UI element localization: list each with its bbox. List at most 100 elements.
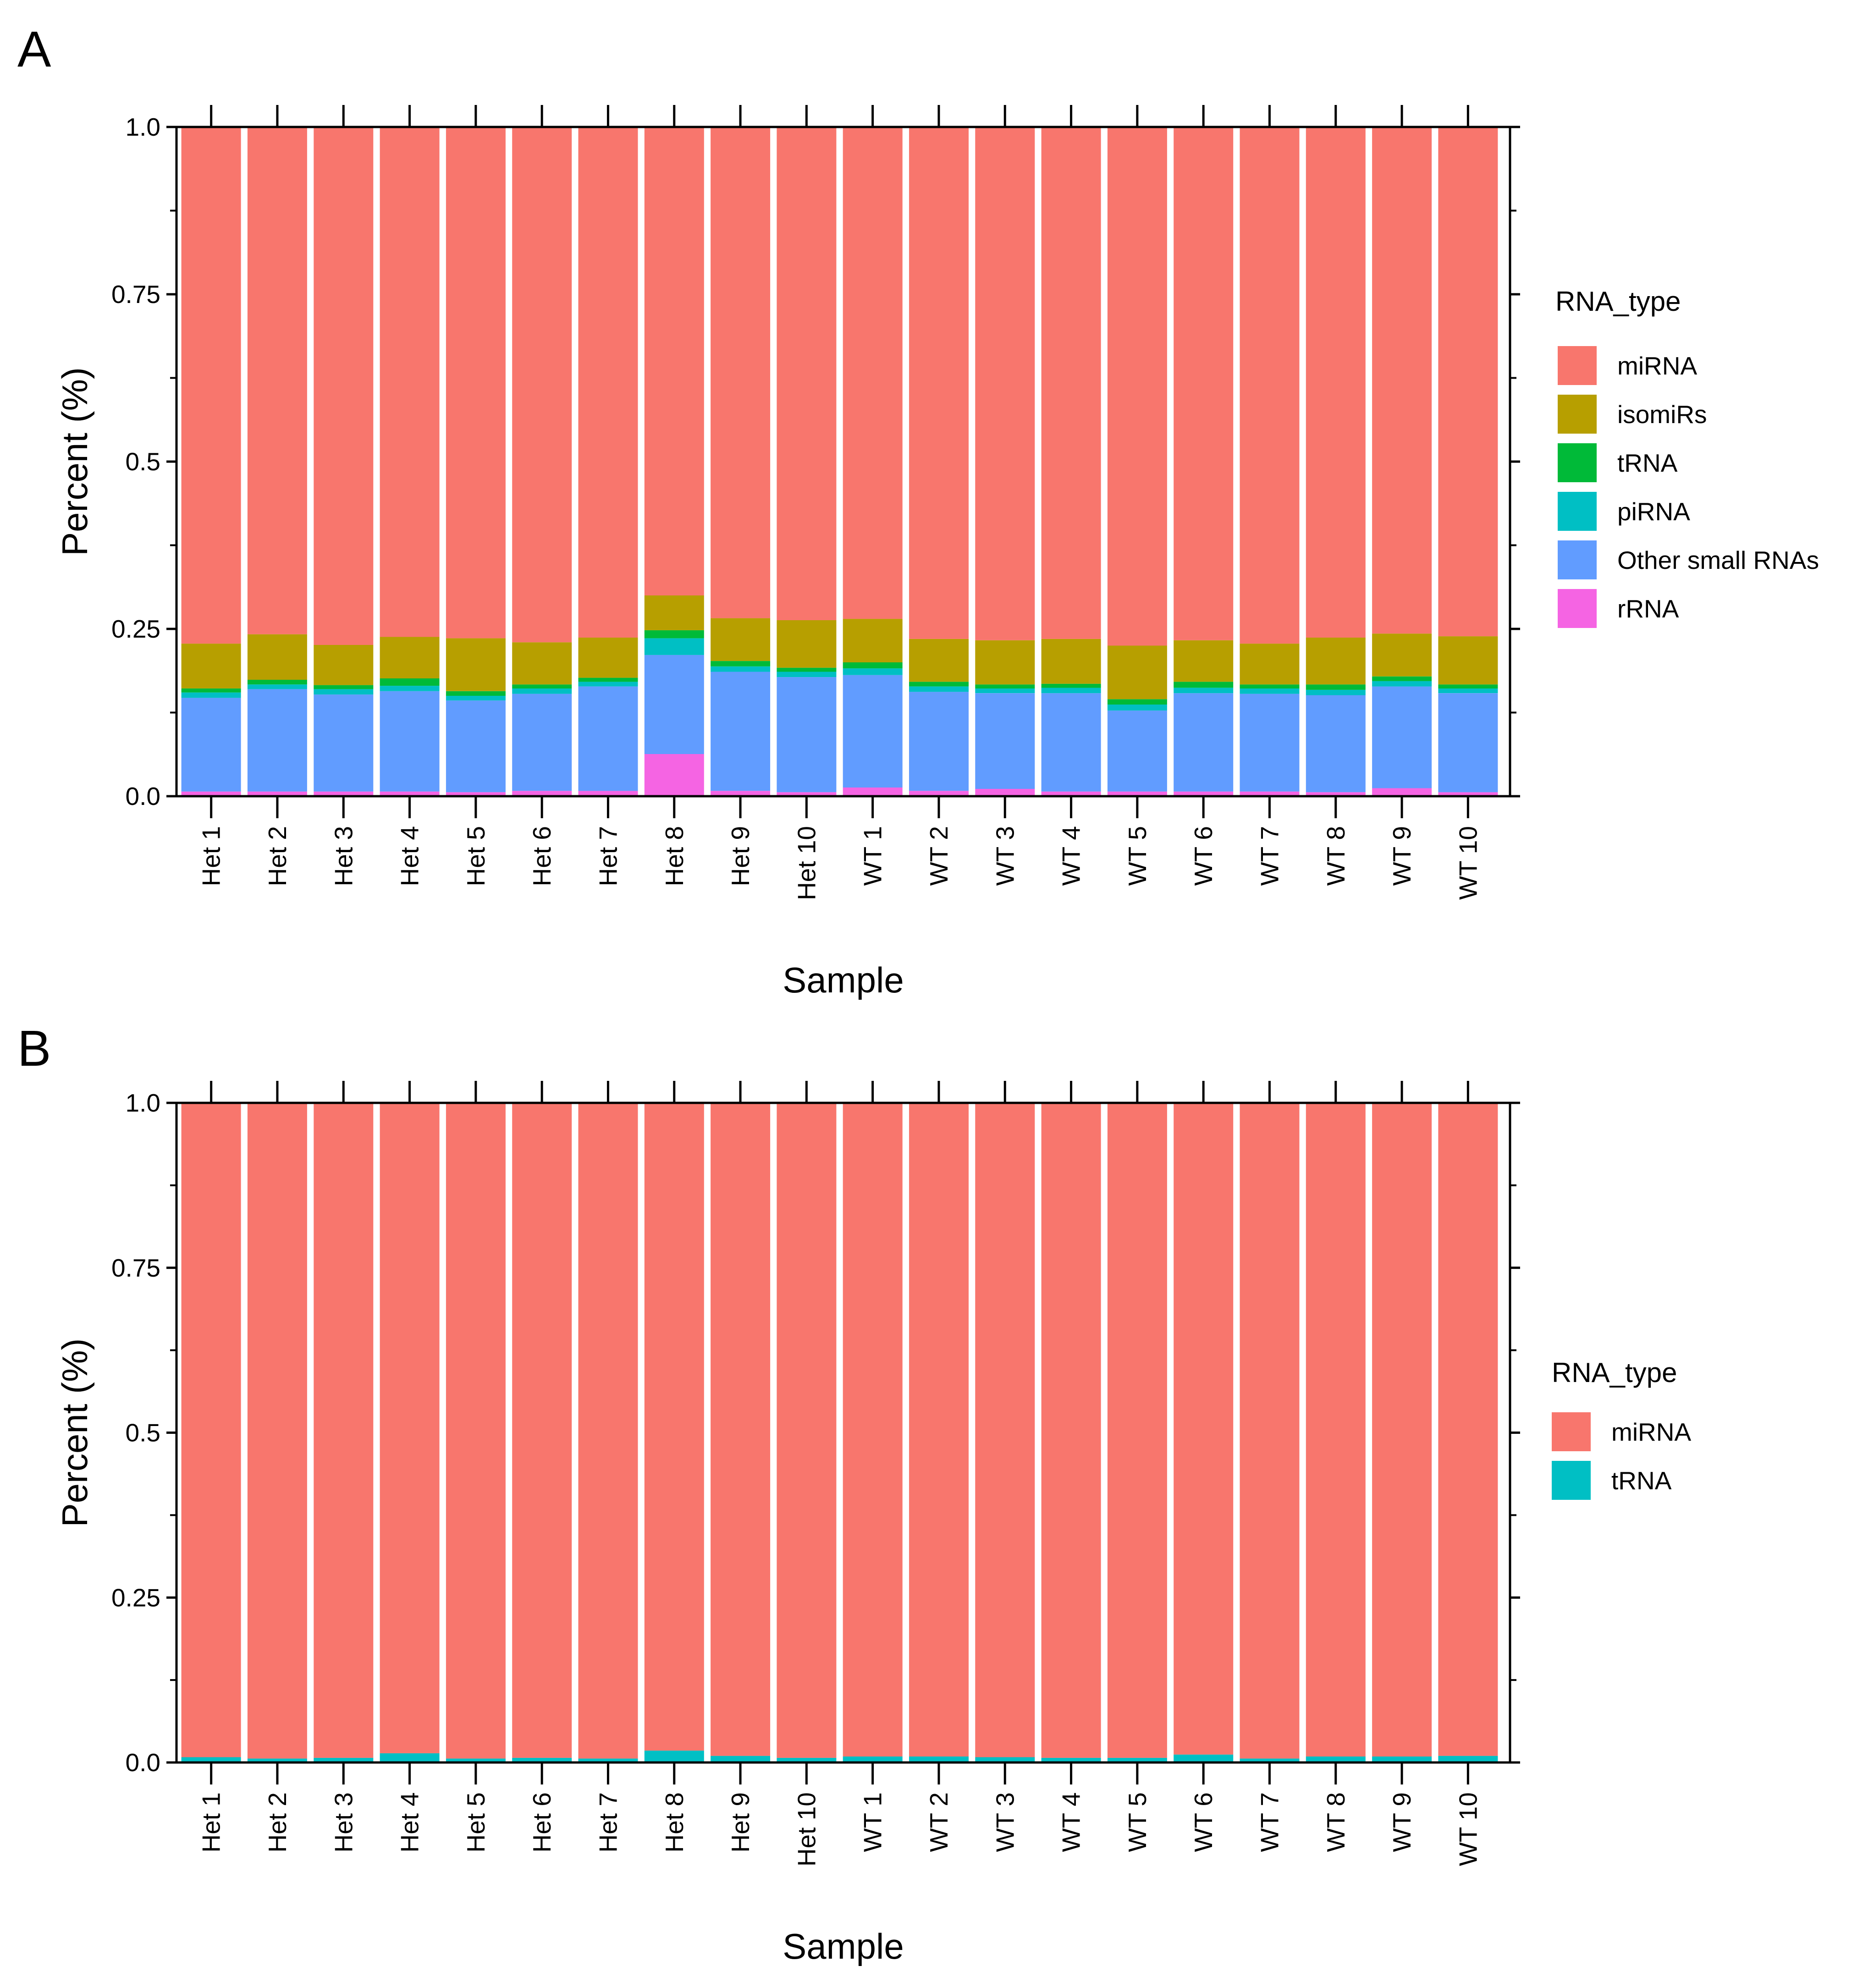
- bar-a-wt5-mirna: [1107, 127, 1167, 646]
- xtick-label-b: WT 2: [925, 1792, 953, 1852]
- bar-a-wt7-isomirs: [1240, 644, 1300, 685]
- bar-b-het9-trna: [711, 1756, 771, 1762]
- xtick-label-a: WT 6: [1189, 826, 1218, 886]
- bar-a-wt3-rrna: [975, 788, 1035, 796]
- xtick-label-b: Het 10: [792, 1792, 821, 1867]
- xtick-label-b: WT 9: [1388, 1792, 1416, 1852]
- bar-a-het4-pirna: [380, 686, 440, 691]
- legend-swatch-a-pirna: [1558, 492, 1597, 531]
- xtick-label-a: WT 3: [991, 826, 1019, 886]
- bar-a-het8-isomirs: [644, 595, 704, 630]
- xtick-label-b: Het 8: [660, 1792, 689, 1852]
- xtick-label-a: Het 4: [396, 826, 424, 886]
- bar-a-wt2-other-small-rnas: [909, 692, 969, 791]
- bar-a-het7-other-small-rnas: [578, 686, 638, 791]
- bar-a-wt9-mirna: [1372, 127, 1432, 634]
- bar-a-wt1-isomirs: [843, 619, 903, 662]
- xtick-label-a: Het 1: [197, 826, 226, 886]
- bar-a-wt10-trna: [1438, 684, 1498, 688]
- bar-a-het10-rrna: [777, 792, 837, 796]
- bar-b-wt6-mirna: [1174, 1103, 1234, 1755]
- legend-b: RNA_type miRNA tRNA: [1552, 1357, 1691, 1500]
- xtick-label-a: WT 7: [1255, 826, 1284, 886]
- x-axis-title-a: Sample: [783, 960, 904, 1000]
- bar-a-het1-pirna: [181, 692, 241, 698]
- xtick-label-a: WT 2: [925, 826, 953, 886]
- bar-a-wt6-rrna: [1174, 791, 1234, 796]
- bar-b-wt5-trna: [1107, 1757, 1167, 1762]
- bar-a-wt2-rrna: [909, 791, 969, 796]
- bar-a-het2-rrna: [247, 791, 307, 796]
- xtick-label-a: Het 10: [792, 826, 821, 900]
- legend-a: RNA_type miRNA isomiRs tRNA piRNA Other small…: [1555, 286, 1819, 628]
- bar-b-wt4-mirna: [1041, 1103, 1101, 1758]
- bar-a-het10-mirna: [777, 127, 837, 620]
- ytick-label-a: 0.75: [111, 280, 160, 308]
- xtick-label-a: WT 4: [1057, 826, 1086, 886]
- bar-a-wt4-pirna: [1041, 688, 1101, 694]
- bar-a-wt3-pirna: [975, 688, 1035, 694]
- axes-a: 0.0 0.25 0.5 0.75 1.0 Het 1 Het 2 Het 3 Het 4 Het…: [111, 105, 1520, 900]
- bar-a-het10-other-small-rnas: [777, 677, 837, 793]
- bar-a-wt8-mirna: [1306, 127, 1366, 638]
- bar-a-wt1-trna: [843, 662, 903, 669]
- bar-b-wt9-mirna: [1372, 1103, 1432, 1757]
- bar-b-wt5-mirna: [1107, 1103, 1167, 1758]
- y-axis-title-a: Percent (%): [55, 367, 95, 556]
- bar-a-wt1-rrna: [843, 787, 903, 796]
- bar-a-wt2-mirna: [909, 127, 969, 639]
- bar-b-wt2-mirna: [909, 1103, 969, 1757]
- bar-a-het7-mirna: [578, 127, 638, 638]
- bar-a-het6-pirna: [512, 688, 572, 694]
- bar-a-het6-mirna: [512, 127, 572, 643]
- bar-a-wt3-isomirs: [975, 640, 1035, 685]
- bar-b-wt7-trna: [1240, 1758, 1300, 1762]
- bar-b-het5-mirna: [446, 1103, 506, 1759]
- bar-b-het1-mirna: [181, 1103, 241, 1757]
- bar-b-het8-trna: [644, 1751, 704, 1762]
- bar-a-het9-mirna: [711, 127, 771, 618]
- bar-a-het7-trna: [578, 677, 638, 682]
- legend-label-b-trna: tRNA: [1611, 1466, 1672, 1495]
- bar-a-wt7-rrna: [1240, 791, 1300, 796]
- bar-a-het7-isomirs: [578, 638, 638, 678]
- bar-b-het1-trna: [181, 1757, 241, 1762]
- bar-a-het9-isomirs: [711, 618, 771, 661]
- bar-b-wt10-trna: [1438, 1756, 1498, 1762]
- ytick-label-a: 0.5: [126, 447, 160, 476]
- xtick-label-b: Het 9: [726, 1792, 755, 1852]
- panel-letter-b: B: [17, 1020, 51, 1077]
- bar-a-wt2-pirna: [909, 686, 969, 692]
- bar-b-wt9-trna: [1372, 1757, 1432, 1762]
- bar-b-het7-mirna: [578, 1103, 638, 1759]
- panel-b: B 0.0 0.25 0.5 0.75 1.0 Het 1 Het 2 Het 3 Het 4 He…: [17, 1020, 1691, 1966]
- legend-swatch-a-rrna: [1558, 589, 1597, 628]
- xtick-label-a: WT 8: [1322, 826, 1350, 886]
- panel-letter-a: A: [17, 21, 51, 77]
- bar-a-het5-rrna: [446, 792, 506, 796]
- bar-b-het4-mirna: [380, 1103, 440, 1753]
- xtick-label-b: WT 7: [1255, 1792, 1284, 1852]
- bar-b-het5-trna: [446, 1758, 506, 1762]
- bar-a-wt6-other-small-rnas: [1174, 693, 1234, 792]
- xtick-label-b: WT 3: [991, 1792, 1019, 1852]
- xtick-label-a: WT 1: [859, 826, 887, 886]
- xtick-label-a: WT 9: [1388, 826, 1416, 886]
- bar-b-het8-mirna: [644, 1103, 704, 1751]
- xtick-label-a: Het 3: [329, 826, 358, 886]
- bar-a-het2-trna: [247, 680, 307, 685]
- bar-a-het2-isomirs: [247, 634, 307, 680]
- bar-a-het5-pirna: [446, 696, 506, 701]
- bar-b-wt8-mirna: [1306, 1103, 1366, 1757]
- bar-a-wt1-pirna: [843, 668, 903, 675]
- xtick-label-b: WT 10: [1454, 1792, 1482, 1866]
- bar-a-het4-mirna: [380, 127, 440, 637]
- bar-a-wt3-mirna: [975, 127, 1035, 640]
- xtick-label-b: WT 6: [1189, 1792, 1218, 1852]
- bar-b-wt1-mirna: [843, 1103, 903, 1757]
- axes-b: 0.0 0.25 0.5 0.75 1.0 Het 1 Het 2 Het 3 Het 4 Het…: [111, 1081, 1520, 1867]
- bar-b-wt3-mirna: [975, 1103, 1035, 1757]
- bar-b-het4-trna: [380, 1753, 440, 1762]
- bar-a-wt8-other-small-rnas: [1306, 695, 1366, 793]
- legend-swatch-a-other-small-rnas: [1558, 540, 1597, 579]
